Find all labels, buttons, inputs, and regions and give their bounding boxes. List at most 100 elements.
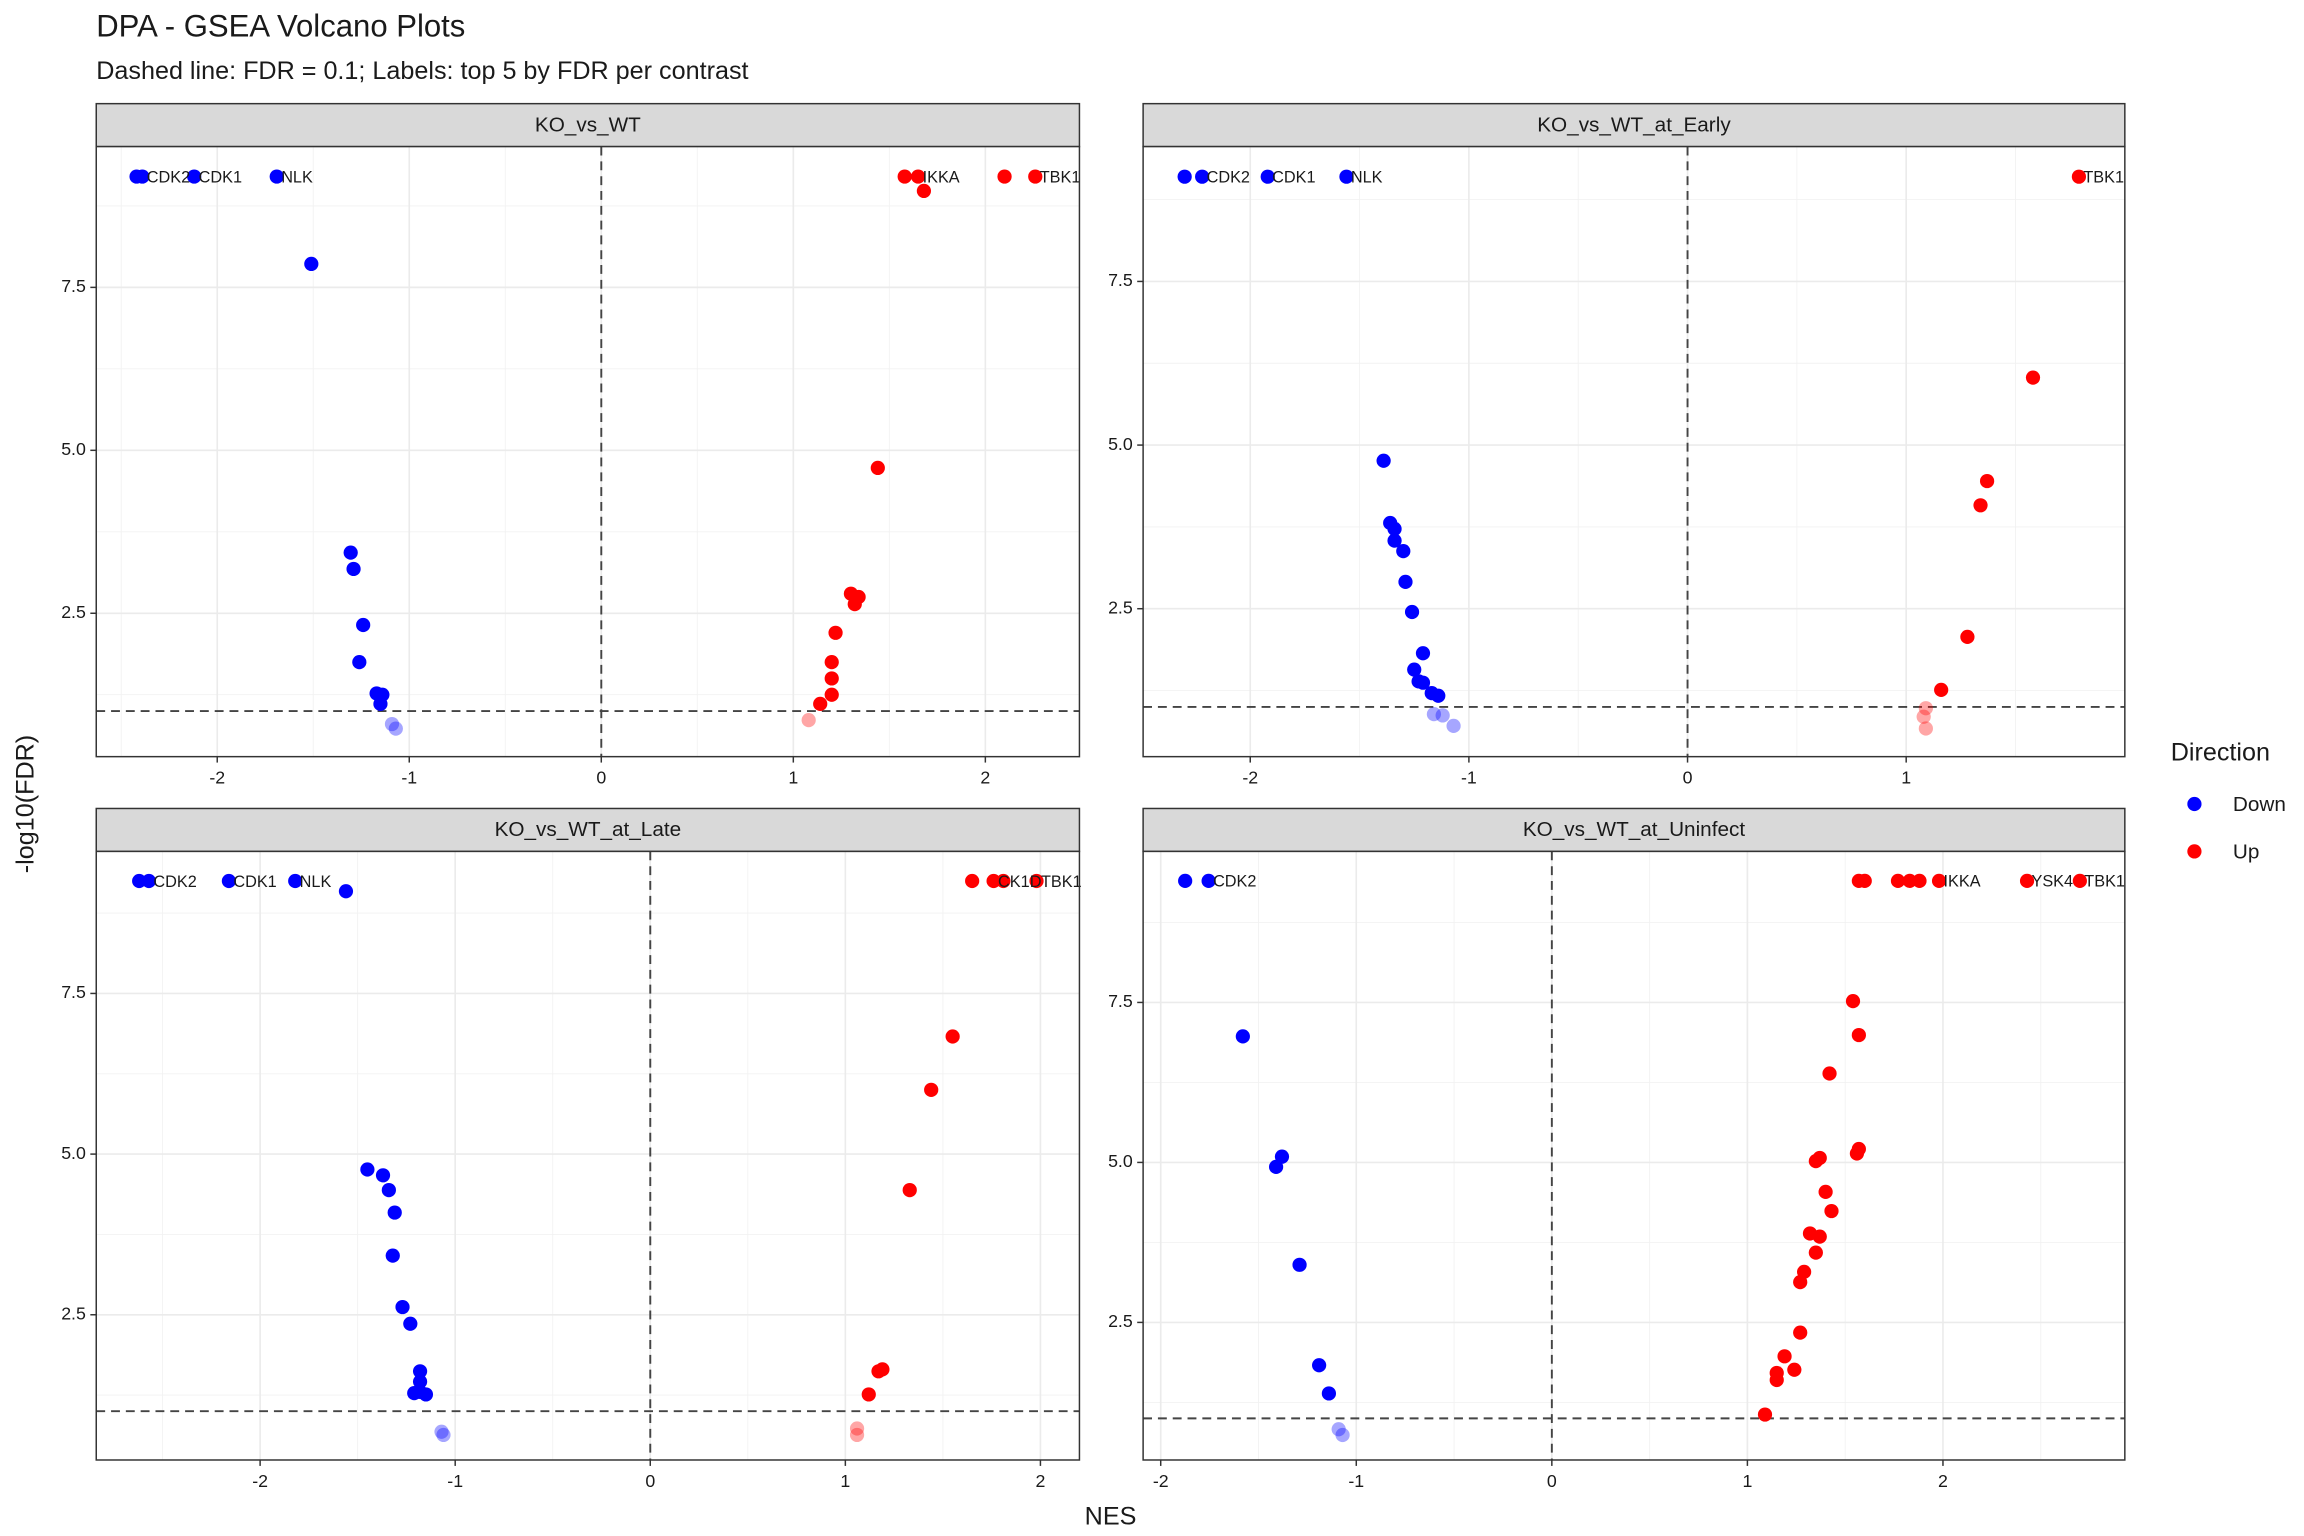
point-label: TBK1 [1040,168,1081,186]
x-tick-label: -1 [447,1471,463,1491]
data-point [1849,1146,1865,1161]
point-label: NLK [1351,168,1383,186]
data-point [360,1162,375,1177]
data-point [965,873,980,889]
x-tick-label: 1 [1742,1471,1752,1491]
data-point [1195,169,1210,184]
y-tick-label: 2.5 [61,1303,86,1323]
data-point [1321,1386,1337,1401]
x-tick-label: -1 [401,768,417,788]
data-point [1177,169,1192,184]
data-point [388,721,403,736]
data-point [395,1299,410,1315]
data-point [381,1182,396,1198]
y-tick-label: 2.5 [1108,1311,1133,1331]
data-point [338,884,354,899]
x-tick-label: 1 [840,1471,850,1491]
chart-subtitle: Dashed line: FDR = 0.1; Labels: top 5 by… [96,57,748,85]
data-point [288,873,303,889]
x-tick-label: -2 [252,1471,268,1491]
data-point [945,1029,960,1044]
data-point [861,1387,876,1402]
data-point [1818,1184,1833,1199]
x-tick-label: 1 [788,768,798,788]
point-label: CK1D [998,873,1041,891]
data-point [1918,721,1933,736]
data-point [1446,718,1461,733]
data-point [1769,1372,1784,1388]
legend-title: Direction [2171,738,2270,766]
data-point [187,169,202,184]
data-point [897,169,912,184]
facet-title: KO_vs_WT_at_Late [495,818,682,841]
x-tick-label: 0 [1547,1471,1557,1491]
data-point [1931,873,1947,888]
data-point [384,716,400,732]
legend-swatch [2187,796,2202,812]
data-point [132,873,147,889]
data-point [1979,473,1995,489]
facet-strip [1142,102,2126,148]
x-tick-label: 0 [645,1471,655,1491]
data-point [1431,688,1446,703]
data-point [1824,1203,1839,1219]
facet-title: KO_vs_WT_at_Uninfect [1523,818,1745,841]
data-point [2071,169,2087,184]
data-point [1312,1358,1327,1373]
data-point [434,1424,449,1439]
x-tick-label: 2 [1938,1471,1948,1491]
data-point [304,256,319,272]
panel-border [1142,145,2126,758]
data-point [916,183,932,199]
data-point [1028,169,1043,184]
data-point [412,1374,428,1389]
data-point [1396,544,1411,559]
y-tick-label: 7.5 [61,982,86,1002]
legend-label: Down [2233,793,2286,816]
x-tick-label: -2 [209,768,225,788]
data-point [1387,521,1402,536]
data-point [141,873,157,889]
y-tick-label: 2.5 [61,602,86,622]
y-tick-label: 5.0 [1108,434,1133,454]
data-point [1808,1245,1823,1260]
panel-border [1142,850,2126,1461]
data-point [1404,604,1420,620]
data-point [1387,533,1402,548]
data-point [1934,682,1949,697]
point-label: CDK1 [233,873,276,891]
data-point [847,597,862,612]
y-tick-label: 7.5 [1108,270,1133,290]
x-tick-label: -1 [1348,1471,1364,1491]
data-point [436,1427,451,1443]
chart-title: DPA - GSEA Volcano Plots [96,8,465,43]
point-label: IKKA [923,168,960,186]
x-axis-title: NES [1085,1502,1137,1530]
data-point [1292,1257,1307,1272]
point-label: YSK4 [2031,873,2073,891]
data-point [1376,453,1391,468]
data-point [1808,1154,1823,1169]
y-axis-title: -log10(FDR) [11,735,39,873]
data-point [824,655,839,670]
point-label: CDK2 [153,873,196,891]
data-point [221,873,237,889]
data-point [1918,701,1933,716]
y-tick-label: 5.0 [1108,1151,1133,1171]
data-point [412,1364,428,1379]
data-point [801,713,816,728]
data-point [1857,873,1872,888]
data-point [2072,873,2087,888]
data-point [343,545,358,560]
data-point [135,169,150,184]
data-point [828,625,843,640]
data-point [824,687,839,702]
data-point [870,460,885,476]
data-point [269,169,284,184]
data-point [1822,1066,1837,1081]
data-point [1426,706,1442,722]
data-point [849,1421,865,1436]
